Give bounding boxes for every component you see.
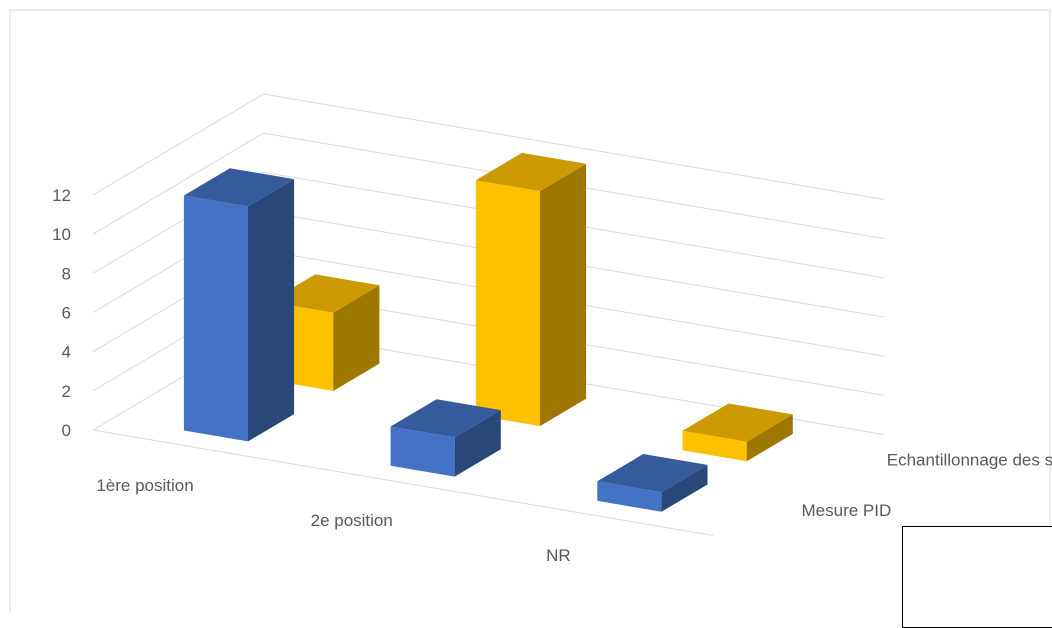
gridline [92, 171, 884, 279]
bar-top-face [390, 399, 501, 438]
series-axis-label: Mesure PID [802, 501, 892, 520]
bar-top-face [269, 274, 380, 313]
y-axis-ticks: 0 2 4 6 8 10 12 [52, 186, 71, 440]
bar-side-face [540, 163, 587, 427]
gridlines [92, 93, 884, 536]
y-tick-label: 0 [62, 421, 71, 440]
bar-top-face [597, 454, 708, 493]
bar-front-face [475, 180, 540, 427]
y-tick-label: 10 [52, 225, 71, 244]
bar-top-face [682, 403, 793, 442]
gridline [92, 132, 884, 240]
axis-labels: 1ère position 2e position NR Mesure PID Echa… [96, 450, 1052, 565]
bar-side-face [746, 414, 793, 462]
bar-side-face [661, 464, 708, 512]
bar-front-face [390, 426, 455, 477]
category-label: 2e position [311, 511, 393, 530]
bar-top-face [183, 168, 295, 207]
y-tick-label: 6 [62, 304, 71, 323]
bar-side-face [333, 285, 380, 391]
chart-svg: 0 2 4 6 8 10 12 1ère position 2e position NR Mesu… [9, 9, 1052, 621]
y-tick-label: 12 [52, 186, 71, 205]
bar-top-face [475, 152, 587, 192]
bar-front-face [597, 481, 662, 512]
chart-area: 0 2 4 6 8 10 12 1ère position 2e position NR Mesu… [9, 9, 1052, 621]
embedded-frame [902, 526, 1052, 628]
bar-side-face [454, 410, 501, 477]
y-tick-label: 8 [62, 264, 71, 283]
bars [183, 152, 793, 512]
y-tick-label: 2 [62, 382, 71, 401]
bar-front-face [183, 195, 248, 442]
y-tick-label: 4 [62, 343, 71, 362]
bar-mesure-pid-2 [597, 454, 708, 512]
category-label: NR [546, 546, 571, 565]
bar-front-face [682, 430, 747, 462]
floor-line [92, 429, 714, 536]
bar-mesure-pid-0 [183, 168, 295, 442]
bar-mesure-pid-1 [390, 399, 501, 477]
gridline [92, 93, 884, 200]
series-axis-label: Echantillonnage des sols [887, 450, 1052, 469]
bar-echantillonnage-2 [682, 403, 793, 462]
category-label: 1ère position [96, 476, 193, 495]
bar-side-face [248, 179, 295, 442]
bar-echantillonnage-1 [475, 152, 587, 427]
